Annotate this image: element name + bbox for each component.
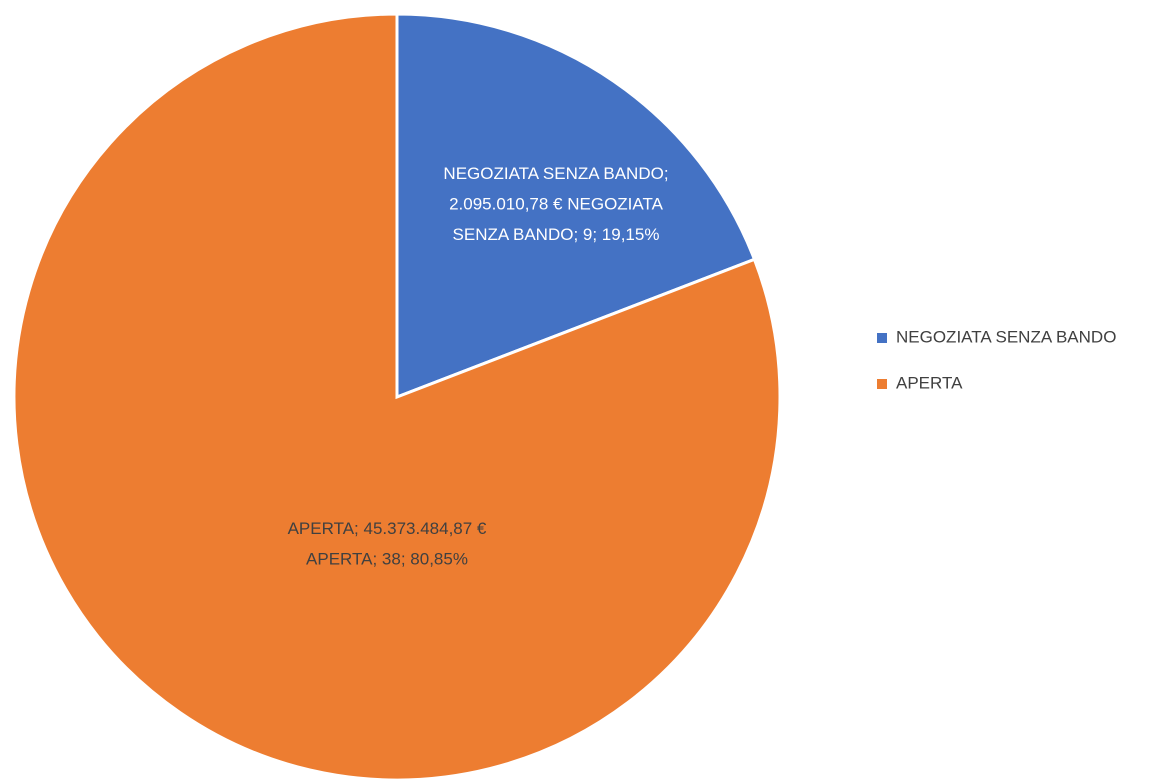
data-label: APERTA; 38; 80,85%	[306, 550, 468, 569]
pie-slice	[395, 12, 757, 400]
legend-swatch	[877, 333, 887, 343]
legend-swatch	[877, 379, 887, 389]
data-label: NEGOZIATA SENZA BANDO;	[443, 164, 668, 183]
data-label: SENZA BANDO; 9; 19,15%	[453, 225, 660, 244]
data-label: APERTA; 45.373.484,87 €	[288, 519, 487, 538]
legend-label: APERTA	[896, 373, 963, 392]
data-label: 2.095.010,78 € NEGOZIATA	[449, 194, 664, 213]
legend-label: NEGOZIATA SENZA BANDO	[896, 327, 1116, 346]
pie-slice	[12, 12, 782, 781]
